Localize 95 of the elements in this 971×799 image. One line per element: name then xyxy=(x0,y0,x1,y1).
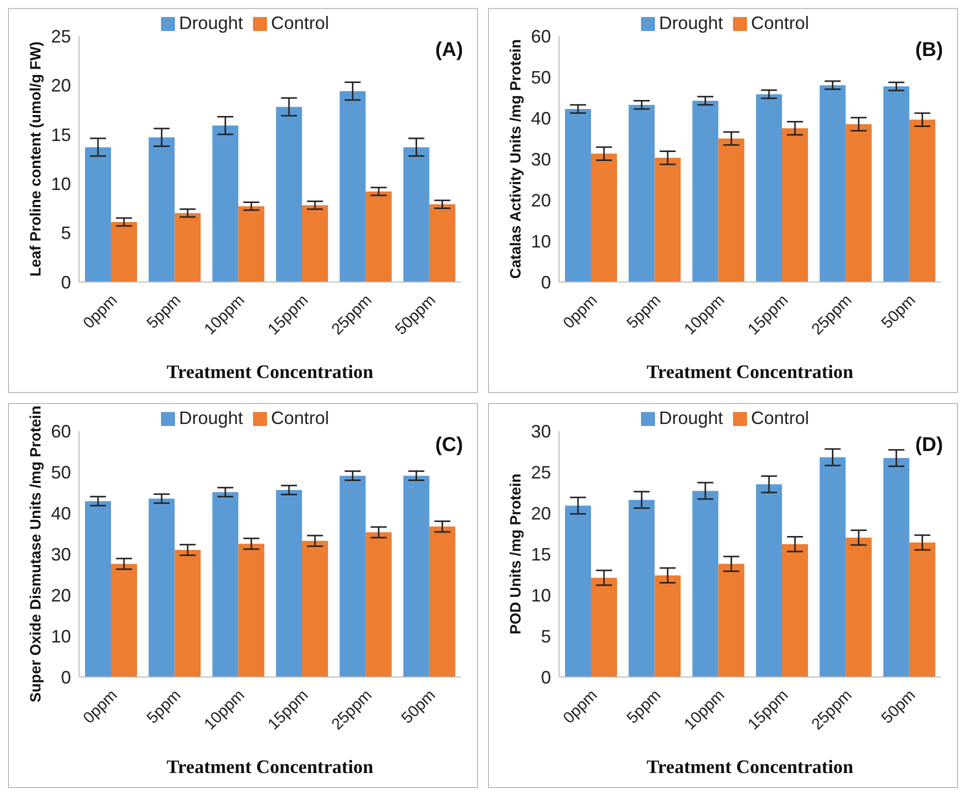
y-axis-title: POD Units /mg Protein xyxy=(507,474,524,634)
bar xyxy=(340,91,366,282)
bar xyxy=(782,544,808,677)
bar xyxy=(148,137,175,282)
y-tick-label: 20 xyxy=(50,585,71,606)
bar xyxy=(85,501,111,677)
bar xyxy=(238,206,264,282)
y-tick-label: 10 xyxy=(50,626,71,646)
bar xyxy=(302,205,328,282)
bar xyxy=(820,457,846,677)
annotation: (D) xyxy=(915,434,943,457)
bar xyxy=(846,124,872,282)
y-tick-label: 15 xyxy=(50,124,71,145)
x-axis-title: Treatment Concentration xyxy=(646,362,854,383)
bar xyxy=(883,86,910,282)
bar xyxy=(403,476,430,677)
annotation: (A) xyxy=(435,39,463,62)
bar xyxy=(883,458,910,677)
y-tick-label: 40 xyxy=(50,503,71,524)
bar xyxy=(111,564,137,677)
bar xyxy=(174,550,201,677)
x-axis-title: Treatment Concentration xyxy=(166,757,374,778)
y-tick-label: 40 xyxy=(530,108,551,128)
y-tick-label: 0 xyxy=(540,272,551,292)
bar xyxy=(212,126,238,282)
bar xyxy=(302,540,328,677)
bar xyxy=(591,154,617,282)
bar xyxy=(403,147,430,282)
bar xyxy=(820,85,846,282)
bar xyxy=(565,506,591,677)
legend-label: Control xyxy=(271,408,330,428)
y-tick-label: 10 xyxy=(50,174,71,194)
bar xyxy=(565,108,591,282)
bar xyxy=(174,213,201,282)
bar xyxy=(654,158,681,282)
x-axis-title: Treatment Concentration xyxy=(646,757,854,778)
y-tick-label: 50 xyxy=(50,462,71,482)
legend-label: Drought xyxy=(178,13,243,33)
bar xyxy=(628,500,655,677)
bar xyxy=(756,94,782,282)
legend-label: Control xyxy=(271,13,330,33)
y-tick-label: 20 xyxy=(50,76,71,96)
bar xyxy=(909,120,936,282)
y-tick-label: 20 xyxy=(530,190,551,210)
y-tick-label: 20 xyxy=(530,503,551,524)
bar xyxy=(340,476,366,677)
bar xyxy=(111,222,137,282)
bar xyxy=(654,575,681,677)
y-tick-label: 5 xyxy=(540,626,551,646)
y-axis-title: Super Oxide Dismutase Units /mg Protein xyxy=(27,406,44,702)
bar xyxy=(782,128,808,282)
y-tick-label: 30 xyxy=(530,421,551,442)
y-tick-label: 0 xyxy=(60,272,71,292)
bar xyxy=(366,532,392,677)
legend-label: Control xyxy=(751,408,810,428)
y-tick-label: 15 xyxy=(530,544,551,564)
y-tick-label: 0 xyxy=(540,667,551,688)
bar xyxy=(718,138,744,282)
bar xyxy=(756,484,782,677)
y-axis-title: Leaf Proline content (umol/g FW) xyxy=(27,42,44,276)
bar xyxy=(276,106,302,282)
y-tick-label: 25 xyxy=(530,462,551,482)
x-axis-title: Treatment Concentration xyxy=(166,362,374,383)
y-tick-label: 30 xyxy=(530,149,551,170)
bar xyxy=(692,100,718,282)
bar xyxy=(718,564,744,677)
legend-label: Drought xyxy=(178,408,243,428)
legend-label: Drought xyxy=(658,13,723,33)
bar xyxy=(846,538,872,677)
bar xyxy=(238,544,264,677)
bar xyxy=(212,492,238,677)
y-axis-title: Catalas Activity Units /mg Protein xyxy=(507,39,524,279)
bar xyxy=(628,104,655,282)
y-tick-label: 25 xyxy=(50,26,71,46)
bar xyxy=(429,204,456,282)
annotation: (C) xyxy=(435,434,463,457)
y-tick-label: 60 xyxy=(50,421,71,442)
bar xyxy=(366,191,392,282)
annotation: (B) xyxy=(915,39,943,62)
y-tick-label: 5 xyxy=(60,223,71,244)
legend-label: Control xyxy=(751,13,810,33)
bar xyxy=(276,490,302,677)
legend-label: Drought xyxy=(658,408,723,428)
y-tick-label: 10 xyxy=(530,231,551,252)
bar xyxy=(85,147,111,282)
y-tick-label: 60 xyxy=(530,26,551,46)
y-tick-label: 10 xyxy=(530,585,551,606)
bar xyxy=(148,498,175,677)
bar xyxy=(429,526,456,677)
y-tick-label: 0 xyxy=(60,667,71,688)
bar xyxy=(692,490,718,677)
y-tick-label: 50 xyxy=(530,67,551,88)
y-tick-label: 30 xyxy=(50,544,71,564)
bar xyxy=(591,578,617,677)
bar xyxy=(909,542,936,677)
